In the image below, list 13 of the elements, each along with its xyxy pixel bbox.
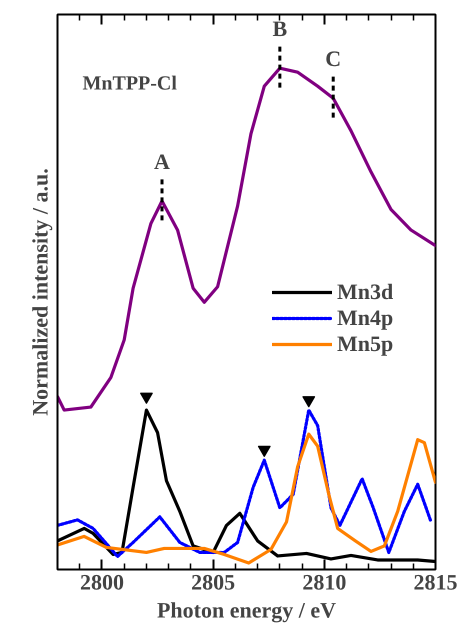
y-axis-title: Normalized intensity / a.u. — [28, 168, 52, 416]
annotation: C — [325, 46, 342, 71]
legend-label: Mn4p — [337, 305, 394, 331]
annotation: A — [154, 148, 170, 174]
legend-label: Mn3d — [337, 279, 394, 305]
x-tick-label: 2810 — [302, 570, 346, 594]
annotation: MnTPP-Cl — [82, 72, 178, 94]
legend-label: Mn5p — [337, 331, 394, 357]
x-axis-title: Photon energy / eV — [156, 598, 336, 622]
x-tick-label: 2800 — [80, 570, 124, 594]
annotation: B — [272, 16, 288, 41]
x-tick-label: 2815 — [414, 570, 458, 594]
x-tick-label: 2805 — [191, 570, 236, 594]
